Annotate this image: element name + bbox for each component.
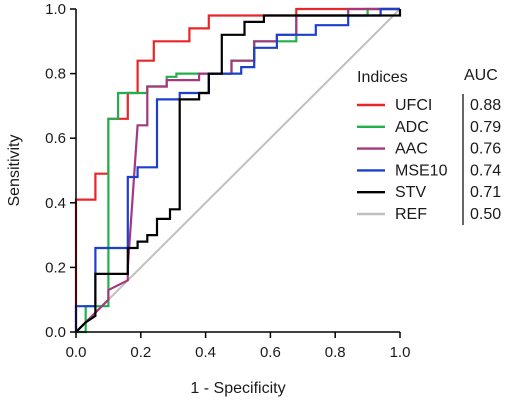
legend-auc-ufci: 0.88	[470, 97, 501, 114]
x-tick-label: 0.4	[195, 344, 216, 361]
legend: Indices AUC UFCI 0.88 ADC 0.79 AAC 0.76 MSE10 0…	[357, 67, 501, 225]
x-tick-label: 0.8	[325, 344, 346, 361]
x-tick-label: 0.6	[260, 344, 281, 361]
x-tick-label: 0.0	[66, 344, 87, 361]
series-line-ufci	[74, 7, 400, 332]
legend-label-aac: AAC	[395, 141, 428, 158]
legend-label-stv: STV	[395, 184, 426, 201]
legend-auc-stv: 0.71	[470, 184, 501, 201]
legend-auc-mse10: 0.74	[470, 162, 501, 179]
legend-label-ufci: UFCI	[395, 97, 432, 114]
legend-label-mse10: MSE10	[395, 162, 448, 179]
y-tick-label: 0.8	[45, 66, 66, 83]
series-line-stv	[75, 9, 402, 333]
legend-auc-adc: 0.79	[470, 119, 501, 136]
series-line-aac	[75, 7, 400, 333]
roc-curves	[74, 7, 402, 334]
series-line-ref	[75, 8, 401, 333]
legend-header-indices: Indices	[357, 69, 408, 86]
x-tick-label: 1.0	[390, 344, 411, 361]
y-tick-label: 0.4	[45, 195, 66, 212]
legend-header-auc: AUC	[464, 67, 498, 84]
x-tick-label: 0.2	[130, 344, 151, 361]
legend-auc-ref: 0.50	[470, 206, 501, 223]
legend-label-adc: ADC	[395, 119, 429, 136]
legend-auc-aac: 0.76	[470, 141, 501, 158]
axes	[70, 8, 401, 338]
legend-label-ref: REF	[395, 206, 427, 223]
y-axis-title: Sensitivity	[6, 134, 23, 206]
y-tick-label: 0.6	[45, 130, 66, 147]
y-tick-label: 0.2	[45, 259, 66, 276]
x-axis-title: 1 - Specificity	[190, 380, 285, 397]
tick-labels: 0.0 0.2 0.4 0.6 0.8 1.0 0.0 0.2 0.4 0.6 0.8 1.0	[45, 1, 410, 361]
legend-items: UFCI 0.88 ADC 0.79 AAC 0.76 MSE10 0.74 STV 0.71 RE…	[357, 97, 501, 223]
y-tick-label: 1.0	[45, 1, 66, 18]
y-tick-label: 0.0	[45, 324, 66, 341]
